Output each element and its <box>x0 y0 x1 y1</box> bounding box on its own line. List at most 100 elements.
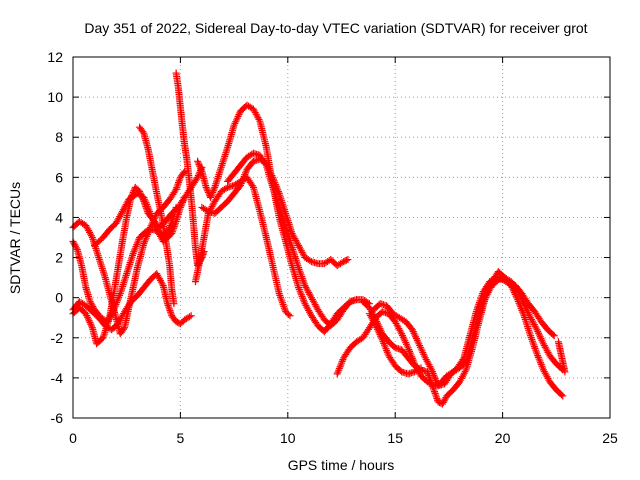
data-point <box>430 388 438 396</box>
data-point <box>194 157 202 165</box>
y-tick-label: 0 <box>55 290 63 306</box>
data-point <box>175 177 183 185</box>
data-point <box>344 256 352 264</box>
data-point <box>172 185 180 193</box>
data-point <box>186 313 194 321</box>
data-point <box>196 164 204 172</box>
data-point <box>206 193 214 201</box>
data-point <box>209 188 217 196</box>
data-point <box>70 239 78 247</box>
x-tick-label: 15 <box>387 430 403 446</box>
data-point <box>119 325 127 333</box>
plot-frame <box>72 56 611 419</box>
data-point <box>415 365 423 373</box>
x-tick-label: 0 <box>69 430 77 446</box>
data-series <box>69 69 569 408</box>
data-point <box>371 320 379 328</box>
data-point <box>557 391 565 399</box>
y-tick-label: -6 <box>51 410 64 426</box>
data-point <box>549 331 557 339</box>
data-point <box>172 203 180 211</box>
y-tick-label: 4 <box>55 209 63 225</box>
x-tick-label: 5 <box>177 430 185 446</box>
y-tick-label: 8 <box>55 129 63 145</box>
data-point <box>397 328 405 336</box>
data-point <box>173 184 181 192</box>
data-point <box>197 166 205 174</box>
data-point <box>208 190 216 198</box>
data-point <box>427 364 435 372</box>
data-point <box>174 180 182 188</box>
data-point <box>203 185 211 193</box>
data-point <box>164 300 172 308</box>
data-point <box>353 296 361 304</box>
series-track-7 <box>172 69 208 270</box>
data-point <box>176 175 184 183</box>
data-point <box>71 241 79 249</box>
data-point <box>168 228 176 236</box>
data-point <box>439 398 447 406</box>
data-point <box>180 169 188 177</box>
data-point <box>175 178 183 186</box>
series-track-13 <box>359 268 567 408</box>
data-point <box>194 172 202 180</box>
data-point <box>248 182 256 190</box>
x-tick-label: 20 <box>495 430 511 446</box>
y-tick-label: 10 <box>47 89 63 105</box>
data-point <box>441 395 449 403</box>
data-point <box>261 160 269 168</box>
data-point <box>338 259 346 267</box>
data-point <box>164 301 172 309</box>
data-point <box>306 257 314 265</box>
data-point <box>139 128 147 136</box>
data-point <box>417 364 425 372</box>
data-point <box>255 115 263 123</box>
axis-ticks: 0 5 10 15 20 25 -6 -4 -2 0 2 4 6 8 10 12 <box>47 49 618 446</box>
data-point <box>158 280 166 288</box>
data-point <box>209 187 217 195</box>
data-point <box>222 184 230 192</box>
data-point <box>559 392 567 400</box>
data-point <box>459 356 467 364</box>
data-point <box>72 244 80 252</box>
data-point <box>561 368 569 376</box>
y-tick-label: 12 <box>47 49 63 65</box>
series-track-6 <box>136 123 178 308</box>
data-point <box>194 159 202 167</box>
series-track-4 <box>69 270 195 334</box>
data-point <box>167 308 175 316</box>
data-point <box>343 256 351 264</box>
data-point <box>86 298 94 306</box>
data-point <box>431 389 439 397</box>
data-point <box>88 301 96 309</box>
data-point <box>168 229 176 237</box>
x-tick-label: 10 <box>280 430 296 446</box>
data-point <box>166 307 174 315</box>
data-point <box>181 167 189 175</box>
data-point <box>550 332 558 340</box>
y-tick-label: 2 <box>55 250 63 266</box>
series-track-14 <box>365 310 425 378</box>
data-point <box>210 185 218 193</box>
data-point <box>285 310 293 318</box>
chart-title: Day 351 of 2022, Sidereal Day-to-day VTE… <box>84 20 587 36</box>
data-point <box>170 300 178 308</box>
data-point <box>286 312 294 320</box>
data-point <box>432 391 440 399</box>
data-point <box>196 162 204 170</box>
x-axis-label: GPS time / hours <box>288 457 395 473</box>
data-point <box>87 299 95 307</box>
data-point <box>203 206 211 214</box>
data-point <box>532 324 540 332</box>
data-point <box>165 303 173 311</box>
data-point <box>202 183 210 191</box>
data-point <box>171 219 179 227</box>
data-point <box>187 312 195 320</box>
series-track-11 <box>224 149 361 330</box>
data-point <box>438 400 446 408</box>
series-track-15 <box>370 274 558 390</box>
y-tick-label: -4 <box>51 370 64 386</box>
y-tick-label: 6 <box>55 169 63 185</box>
data-point <box>195 161 203 169</box>
